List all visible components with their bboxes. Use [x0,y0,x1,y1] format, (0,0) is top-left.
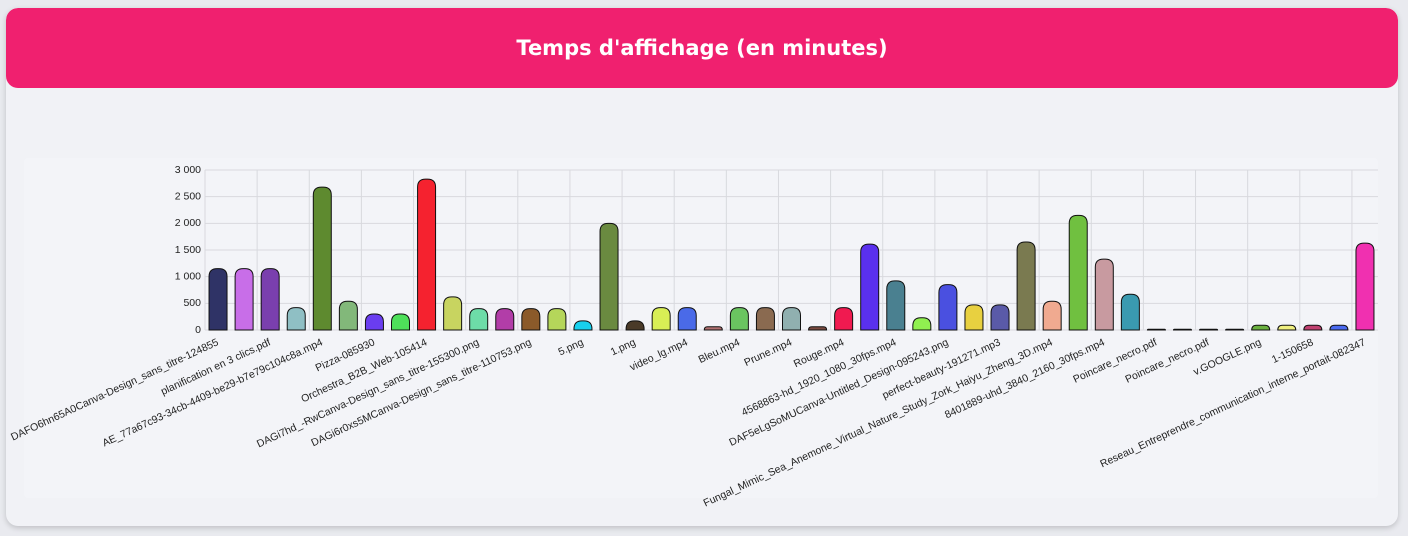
bar [1251,324,1271,331]
bar [1172,328,1193,331]
y-tick-label: 1 000 [175,270,201,282]
bar [1146,328,1166,331]
bar [1277,324,1297,331]
x-tick-label: 1.png [609,336,638,358]
y-tick-label: 500 [183,297,201,309]
bar [886,280,906,331]
chart-title: Temps d'affichage (en minutes) [516,36,888,60]
x-tick-label: video_lg.mp4 [628,336,690,373]
bar [364,313,384,331]
bar [651,307,671,331]
bar [547,308,567,331]
bar [1042,300,1062,331]
bar [1303,324,1323,331]
bar [860,243,880,331]
bar [599,222,619,331]
bar [808,326,828,331]
bar [1068,214,1088,331]
bar [521,308,541,331]
bar [964,304,984,331]
bar [260,268,280,331]
bar [755,307,775,331]
card-header: Temps d'affichage (en minutes) [6,8,1398,88]
y-tick-label: 2 500 [175,190,201,202]
bar [990,304,1010,331]
bar [338,300,358,331]
x-tick-label: Bleu.mp4 [697,336,742,366]
bar [573,320,593,331]
bar [703,326,723,331]
bar [286,307,306,331]
bar [495,308,515,331]
x-tick-label: DAFO6hn65A0Canva-Design_sans_titre-12485… [9,336,221,443]
bar [1199,328,1219,331]
bar [1225,328,1245,331]
bar [1016,241,1036,331]
y-tick-label: 2 000 [175,217,201,229]
bar [1094,258,1114,331]
bar [208,268,228,331]
bar [391,313,410,331]
bar [417,178,437,331]
bar [729,307,749,331]
x-tick-label: 5.png [557,336,586,358]
bar [1329,324,1349,331]
y-tick-label: 0 [195,324,201,336]
bar [443,296,463,331]
bar [912,317,932,331]
bar [1355,242,1375,331]
bar [677,307,697,331]
bar [782,307,801,331]
bar [469,308,489,331]
bar [625,320,645,331]
bar [938,284,958,331]
bar [834,307,854,331]
bar [234,268,254,331]
bar [312,186,332,331]
x-tick-label: Prune.mp4 [742,336,794,369]
bar [1120,293,1140,331]
card: Temps d'affichage (en minutes) [6,8,1398,526]
y-tick-label: 1 500 [175,244,201,256]
y-tick-label: 3 000 [175,164,201,176]
